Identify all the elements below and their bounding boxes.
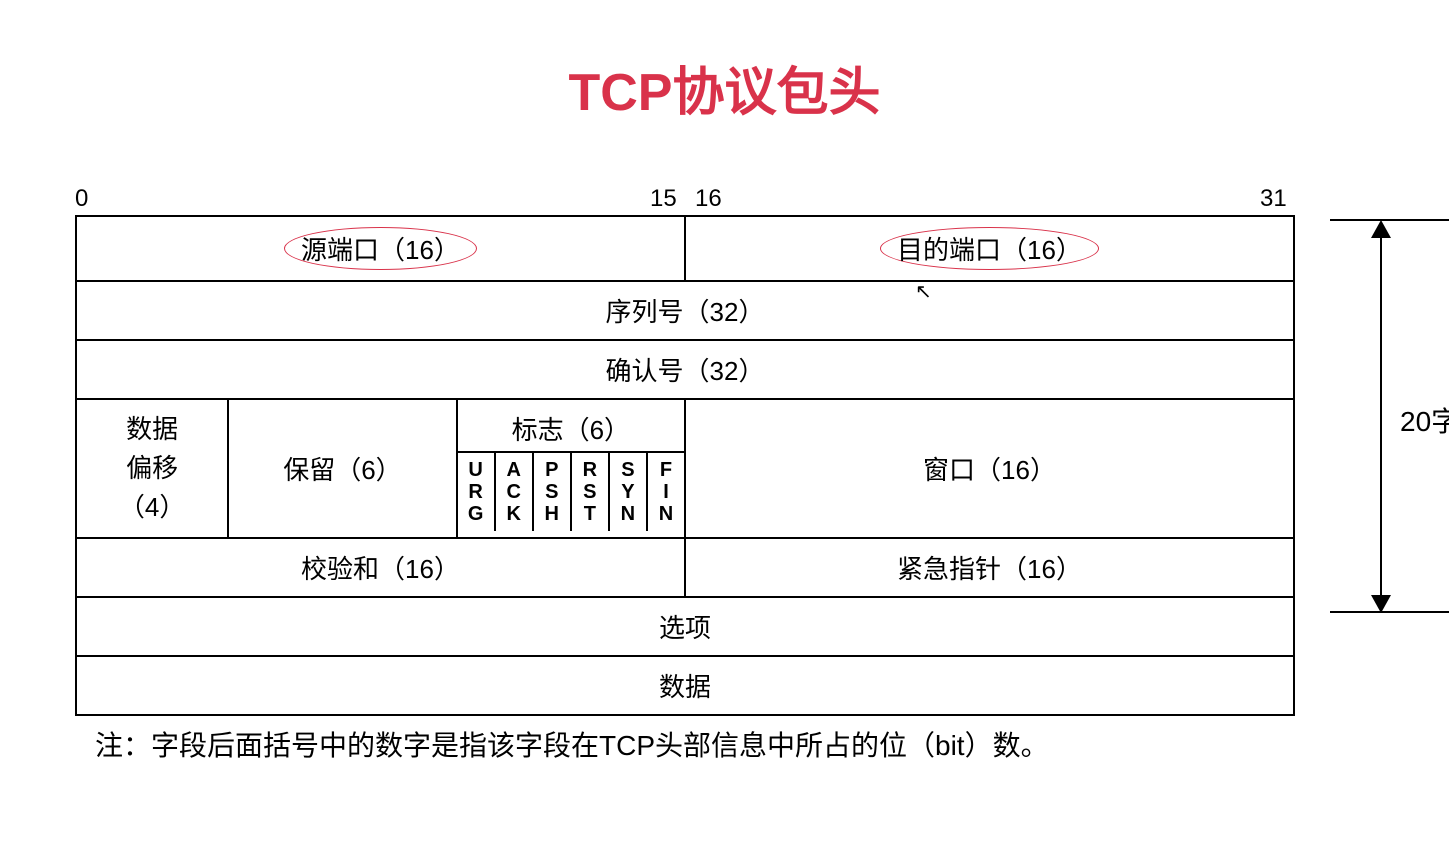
flag-psh: PSH — [534, 453, 572, 531]
bracket-tick-bottom — [1330, 611, 1449, 613]
cell-checksum: 校验和（16） — [76, 538, 685, 597]
dest-port-label: 目的端口（16） — [880, 227, 1099, 270]
flag-ack: ACK — [496, 453, 534, 531]
cell-flags: 标志（6） URG ACK PSH RST SYN FIN — [457, 399, 685, 538]
bit-marker-15: 15 — [650, 185, 677, 213]
bit-marker-16: 16 — [695, 185, 722, 213]
bit-marker-31: 31 — [1260, 185, 1287, 213]
bracket-line — [1380, 225, 1382, 605]
flags-header-label: 标志（6） — [458, 406, 684, 453]
cell-source-port: 源端口（16） — [76, 216, 685, 281]
data-offset-line2: 偏移 — [126, 453, 178, 483]
source-port-label: 源端口（16） — [284, 227, 477, 270]
cell-data: 数据 — [76, 656, 1294, 715]
bit-ruler: 0 15 16 31 — [75, 185, 1295, 215]
cell-reserved: 保留（6） — [228, 399, 456, 538]
tcp-header-diagram: 0 15 16 31 源端口（16） 目的端口（16） 序列号（32） 确认号（… — [20, 185, 1420, 764]
cell-sequence-number: 序列号（32） — [76, 281, 1294, 340]
flag-fin: FIN — [648, 453, 684, 531]
data-offset-line3: （4） — [119, 492, 185, 522]
cell-window: 窗口（16） — [685, 399, 1294, 538]
flag-urg: URG — [458, 453, 496, 531]
bit-marker-0: 0 — [75, 185, 88, 213]
flag-syn: SYN — [610, 453, 648, 531]
footnote-text: 注：字段后面括号中的数字是指该字段在TCP头部信息中所占的位（bit）数。 — [95, 724, 1420, 764]
data-offset-line1: 数据 — [126, 414, 178, 444]
cell-ack-number: 确认号（32） — [76, 340, 1294, 399]
flag-rst: RST — [572, 453, 610, 531]
cell-urgent-pointer: 紧急指针（16） — [685, 538, 1294, 597]
tcp-header-table: 源端口（16） 目的端口（16） 序列号（32） 确认号（32） 数据 偏移 （… — [75, 215, 1295, 716]
cell-options: 选项 — [76, 597, 1294, 656]
bracket-label: 20字节 — [1400, 400, 1449, 440]
page-title: TCP协议包头 — [0, 0, 1449, 185]
flags-row: URG ACK PSH RST SYN FIN — [458, 453, 684, 531]
cell-data-offset: 数据 偏移 （4） — [76, 399, 228, 538]
cell-dest-port: 目的端口（16） — [685, 216, 1294, 281]
